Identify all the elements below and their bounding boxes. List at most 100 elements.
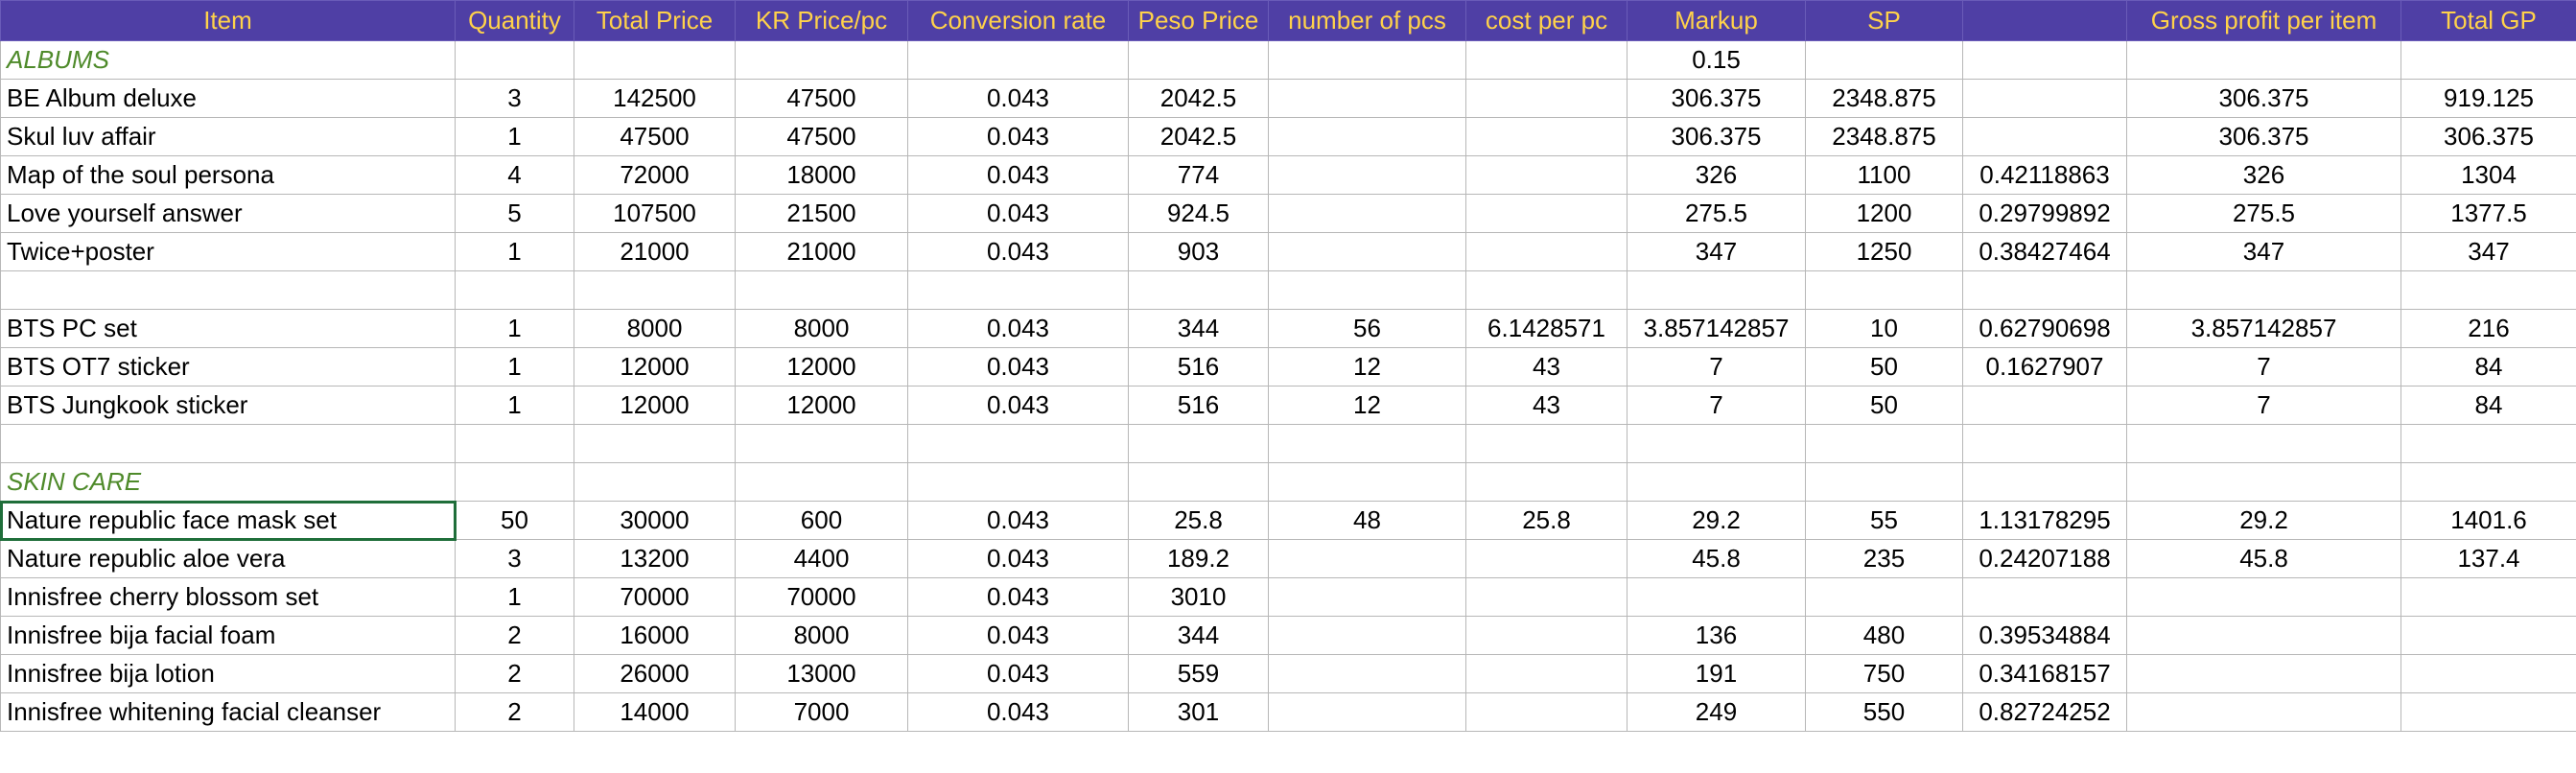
cell[interactable]: 0.62790698 — [1962, 309, 2127, 348]
cell[interactable] — [574, 40, 736, 80]
cell[interactable]: 0.043 — [907, 501, 1129, 540]
cell[interactable] — [1465, 232, 1628, 271]
cell[interactable] — [2126, 424, 2401, 463]
cell[interactable] — [2126, 654, 2401, 693]
cell[interactable] — [2126, 616, 2401, 655]
cell[interactable]: 2042.5 — [1128, 117, 1269, 156]
cell[interactable]: 45.8 — [2126, 539, 2401, 578]
cell[interactable] — [1465, 424, 1628, 463]
cell[interactable]: SKIN CARE — [0, 462, 456, 502]
cell[interactable]: 2348.875 — [1805, 117, 1963, 156]
cell[interactable]: 1304 — [2400, 155, 2576, 195]
cell[interactable]: 3.857142857 — [2126, 309, 2401, 348]
column-header-total-gp[interactable]: Total GP — [2400, 0, 2576, 41]
cell[interactable]: 1 — [455, 386, 574, 425]
cell[interactable]: 0.1627907 — [1962, 347, 2127, 386]
cell[interactable]: 0.043 — [907, 155, 1129, 195]
cell[interactable]: BTS PC set — [0, 309, 456, 348]
cell[interactable]: ALBUMS — [0, 40, 456, 80]
cell[interactable]: BE Album deluxe — [0, 79, 456, 118]
cell[interactable]: 21000 — [574, 232, 736, 271]
cell[interactable] — [1465, 79, 1628, 118]
cell[interactable] — [2400, 616, 2576, 655]
cell[interactable]: 12000 — [574, 386, 736, 425]
cell[interactable]: 306.375 — [2126, 117, 2401, 156]
column-header-item[interactable]: Item — [0, 0, 456, 41]
cell[interactable] — [1465, 270, 1628, 310]
cell[interactable] — [1465, 194, 1628, 233]
cell[interactable] — [1962, 79, 2127, 118]
cell[interactable]: 326 — [2126, 155, 2401, 195]
cell[interactable] — [1627, 577, 1806, 617]
cell[interactable] — [0, 424, 456, 463]
cell[interactable]: 1.13178295 — [1962, 501, 2127, 540]
cell[interactable]: 7 — [1627, 347, 1806, 386]
cell[interactable]: 516 — [1128, 347, 1269, 386]
cell[interactable]: 216 — [2400, 309, 2576, 348]
cell[interactable]: 275.5 — [1627, 194, 1806, 233]
cell[interactable]: 0.043 — [907, 386, 1129, 425]
cell[interactable]: Nature republic aloe vera — [0, 539, 456, 578]
cell[interactable]: 12000 — [735, 386, 908, 425]
cell[interactable]: 56 — [1268, 309, 1466, 348]
cell[interactable]: 0.24207188 — [1962, 539, 2127, 578]
cell[interactable]: 774 — [1128, 155, 1269, 195]
cell[interactable]: 275.5 — [2126, 194, 2401, 233]
cell[interactable]: Twice+poster — [0, 232, 456, 271]
cell[interactable]: 0.043 — [907, 539, 1129, 578]
cell[interactable]: 47500 — [574, 117, 736, 156]
cell[interactable] — [2400, 40, 2576, 80]
cell[interactable]: 25.8 — [1128, 501, 1269, 540]
cell[interactable] — [574, 424, 736, 463]
cell[interactable]: 235 — [1805, 539, 1963, 578]
cell[interactable]: 25.8 — [1465, 501, 1628, 540]
cell[interactable]: 14000 — [574, 692, 736, 732]
cell[interactable]: 43 — [1465, 347, 1628, 386]
cell[interactable] — [1128, 462, 1269, 502]
cell[interactable]: 1 — [455, 347, 574, 386]
cell[interactable] — [735, 424, 908, 463]
cell[interactable] — [1268, 194, 1466, 233]
cell[interactable] — [455, 40, 574, 80]
cell[interactable]: Love yourself answer — [0, 194, 456, 233]
cell[interactable]: 50 — [1805, 347, 1963, 386]
column-header-gross-profit-per-item[interactable]: Gross profit per item — [2126, 0, 2401, 41]
cell[interactable]: 919.125 — [2400, 79, 2576, 118]
cell[interactable] — [2126, 577, 2401, 617]
cell[interactable]: Innisfree whitening facial cleanser — [0, 692, 456, 732]
cell[interactable] — [2126, 462, 2401, 502]
cell[interactable] — [1268, 155, 1466, 195]
cell[interactable] — [2126, 40, 2401, 80]
cell[interactable]: 306.375 — [1627, 79, 1806, 118]
cell[interactable] — [2400, 462, 2576, 502]
cell[interactable]: 12 — [1268, 386, 1466, 425]
cell[interactable]: 45.8 — [1627, 539, 1806, 578]
cell[interactable] — [1268, 462, 1466, 502]
cell[interactable] — [1268, 539, 1466, 578]
cell[interactable]: 600 — [735, 501, 908, 540]
cell[interactable]: 84 — [2400, 386, 2576, 425]
cell[interactable]: 0.82724252 — [1962, 692, 2127, 732]
cell[interactable] — [1962, 386, 2127, 425]
cell[interactable]: Innisfree bija facial foam — [0, 616, 456, 655]
cell[interactable]: 191 — [1627, 654, 1806, 693]
column-header-markup[interactable]: Markup — [1627, 0, 1806, 41]
cell[interactable]: 344 — [1128, 616, 1269, 655]
cell[interactable]: 5 — [455, 194, 574, 233]
cell[interactable]: 70000 — [574, 577, 736, 617]
cell[interactable] — [1962, 577, 2127, 617]
cell[interactable] — [2400, 270, 2576, 310]
cell[interactable]: 107500 — [574, 194, 736, 233]
cell[interactable]: Map of the soul persona — [0, 155, 456, 195]
cell[interactable] — [907, 462, 1129, 502]
cell[interactable] — [1805, 270, 1963, 310]
cell[interactable]: 189.2 — [1128, 539, 1269, 578]
cell[interactable]: 47500 — [735, 117, 908, 156]
cell[interactable] — [1962, 117, 2127, 156]
cell[interactable]: 2 — [455, 654, 574, 693]
cell[interactable]: 1 — [455, 309, 574, 348]
cell[interactable] — [574, 270, 736, 310]
cell[interactable]: 306.375 — [2126, 79, 2401, 118]
cell[interactable] — [1805, 40, 1963, 80]
cell[interactable] — [1268, 577, 1466, 617]
